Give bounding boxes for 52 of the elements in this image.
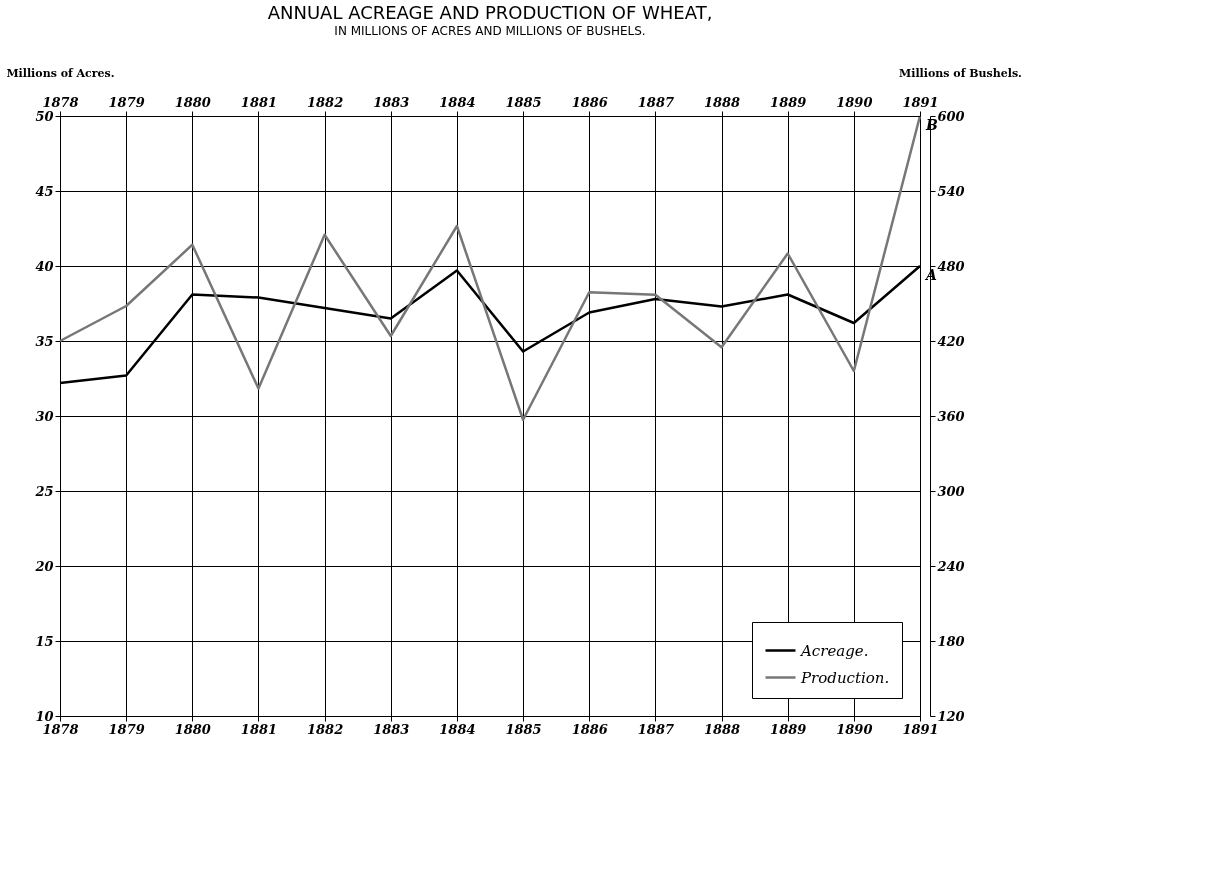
x-tick-label: 1891 [902, 721, 939, 737]
y-tick-label: 40 [35, 258, 54, 274]
y-tick-label: 15 [35, 633, 54, 649]
y-axis-title: Millions of Acres. [6, 66, 115, 80]
legend-label: Acreage. [799, 641, 869, 660]
y2-tick-label: 240 [936, 558, 965, 574]
x2-tick-label: 1884 [439, 94, 476, 110]
y2-tick-label: 540 [937, 183, 965, 199]
x-tick-label: 1883 [373, 721, 410, 737]
x2-tick-label: 1883 [373, 94, 410, 110]
x2-tick-label: 1882 [307, 94, 344, 110]
x2-tick-label: 1887 [637, 94, 674, 110]
x2-tick-label: 1885 [505, 94, 542, 110]
legend-label: Production. [800, 668, 890, 687]
x2-tick-label: 1886 [571, 94, 608, 110]
x2-tick-label: 1878 [42, 94, 79, 110]
x2-tick-label: 1890 [836, 94, 873, 110]
y-tick-label: 45 [35, 183, 54, 199]
x-tick-label: 1884 [439, 721, 476, 737]
y-tick-label: 10 [35, 708, 54, 724]
x2-tick-label: 1889 [770, 94, 807, 110]
x-tick-label: 1886 [571, 721, 608, 737]
x-tick-label: 1890 [836, 721, 873, 737]
y2-tick-label: 480 [937, 258, 965, 274]
y2-tick-label: 360 [937, 408, 965, 424]
y2-tick-label: 420 [937, 333, 965, 349]
x-tick-label: 1889 [770, 721, 807, 737]
y2-tick-label: 600 [937, 108, 965, 124]
x-tick-label: 1888 [703, 721, 741, 737]
chart-title: ANNUAL ACREAGE AND PRODUCTION OF WHEAT, [267, 2, 713, 23]
x2-tick-label: 1891 [902, 94, 939, 110]
y2-tick-label: 300 [937, 483, 965, 499]
y2-tick-label: 180 [937, 633, 965, 649]
y-tick-label: 25 [34, 483, 54, 499]
x-tick-label: 1879 [108, 721, 145, 737]
x-tick-label: 1882 [307, 721, 344, 737]
chart-subtitle: IN MILLIONS OF ACRES AND MILLIONS OF BUSHELS. [334, 24, 646, 38]
x2-tick-label: 1888 [703, 94, 741, 110]
y2-axis-title: Millions of Bushels. [899, 66, 1022, 80]
x2-tick-label: 1880 [174, 94, 211, 110]
y2-tick-label: 120 [937, 708, 965, 724]
x-tick-label: 1880 [174, 721, 211, 737]
y-tick-label: 20 [34, 558, 54, 574]
x-tick-label: 1887 [637, 721, 674, 737]
y-tick-label: 30 [35, 408, 54, 424]
x-tick-label: 1878 [42, 721, 79, 737]
x-tick-label: 1881 [240, 721, 278, 737]
x-tick-label: 1885 [505, 721, 542, 737]
x2-tick-label: 1881 [240, 94, 278, 110]
y-tick-label: 50 [35, 108, 54, 124]
x2-tick-label: 1879 [108, 94, 145, 110]
y-tick-label: 35 [35, 333, 54, 349]
